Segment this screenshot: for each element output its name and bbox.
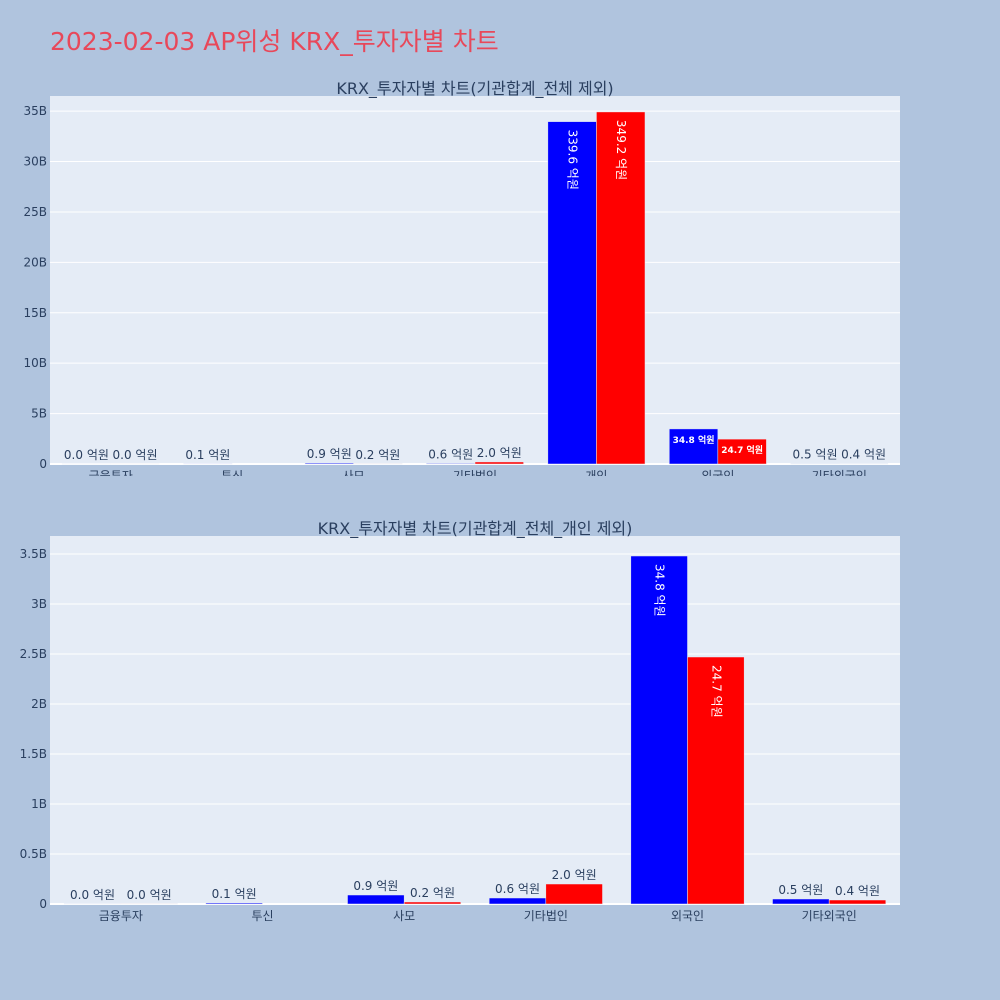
bar: [828, 899, 887, 905]
y-tick-label: 5B: [31, 407, 47, 421]
bar-value-label: 24.7 억원: [721, 444, 763, 456]
bar-value-label: 0.4 억원: [841, 448, 886, 462]
bar-value-label: 0.0 억원: [64, 448, 109, 462]
y-tick-label: 0.5B: [20, 847, 47, 861]
bar: [304, 462, 354, 465]
bar-value-label: 0.9 억원: [307, 447, 352, 461]
x-tick-label: 투신: [251, 909, 273, 923]
bar: [596, 111, 646, 465]
bar: [772, 898, 830, 905]
y-tick-label: 10B: [23, 356, 47, 370]
x-tick-label: 개인: [585, 469, 607, 476]
x-tick-label: 기타외국인: [812, 469, 867, 476]
bar: [669, 428, 719, 465]
y-tick-label: 1.5B: [20, 747, 47, 761]
x-tick-label: 외국인: [671, 909, 704, 923]
bar-value-label: 0.0 억원: [113, 448, 158, 462]
bar: [474, 461, 524, 465]
x-tick-label: 금융투자: [89, 469, 133, 476]
x-tick-label: 금융투자: [99, 909, 143, 923]
bar: [790, 463, 840, 465]
bar-value-label: 0.0 억원: [70, 888, 115, 902]
page-title: 2023-02-03 AP위성 KRX_투자자별 차트: [50, 27, 499, 56]
chart-investor-all: KRX_투자자별 차트(기관합계_전체 제외) 0 5B 10B 15B 20B 25B 30…: [23, 79, 900, 476]
bar-value-label: 339.6 억원: [566, 130, 580, 190]
bar: [717, 438, 767, 465]
x-tick-label: 기타법인: [524, 909, 568, 923]
bar: [205, 902, 263, 905]
bar-value-label: 34.8 억원: [653, 564, 667, 617]
bar-value-label: 0.9 억원: [353, 879, 398, 893]
y-tick-label: 20B: [23, 255, 47, 269]
bar-value-label: 0.5 억원: [778, 883, 823, 897]
bar: [687, 656, 745, 905]
x-tick-label: 기타법인: [453, 469, 497, 476]
bar: [403, 901, 462, 905]
x-tick-label: 투신: [221, 469, 243, 476]
y-tick-label: 0: [39, 457, 47, 471]
plot-area: [50, 536, 900, 904]
y-tick-label: 30B: [23, 155, 47, 169]
y-tick-label: 0: [39, 897, 47, 911]
x-tick-label: 기타외국인: [802, 909, 857, 923]
plot-area: [50, 96, 900, 464]
bar-value-label: 0.2 억원: [410, 886, 455, 900]
bar-value-label: 0.0 억원: [127, 888, 172, 902]
bar-value-label: 2.0 억원: [552, 868, 597, 882]
bar: [547, 121, 597, 465]
bar: [347, 894, 405, 905]
bar-value-label: 0.1 억원: [185, 448, 230, 462]
x-tick-label: 사모: [393, 909, 415, 923]
bar: [545, 883, 603, 905]
y-tick-label: 3.5B: [20, 547, 47, 561]
y-tick-label: 1B: [31, 797, 47, 811]
bar-value-label: 2.0 억원: [477, 446, 522, 460]
x-tick-label: 사모: [343, 469, 365, 476]
bar-value-label: 0.6 억원: [495, 882, 540, 896]
chart-title: KRX_투자자별 차트(기관합계_전체_개인 제외): [318, 519, 633, 539]
bar-value-label: 0.2 억원: [355, 448, 400, 462]
bar-value-label: 0.6 억원: [428, 447, 473, 461]
bar: [426, 463, 476, 465]
bar: [630, 555, 688, 905]
bar-value-label: 0.4 억원: [835, 884, 880, 898]
bar-value-label: 34.8 억원: [673, 434, 715, 446]
bar-value-label: 0.5 억원: [793, 447, 838, 461]
y-tick-label: 2.5B: [20, 647, 47, 661]
bar: [488, 897, 547, 905]
chart-investor-excl-individual: KRX_투자자별 차트(기관합계_전체_개인 제외) 0 0.5B 1B 1.5B 2B 2…: [20, 519, 900, 923]
bar-value-label: 24.7 억원: [709, 665, 723, 718]
bar-value-label: 0.1 억원: [212, 887, 257, 901]
y-tick-label: 15B: [23, 306, 47, 320]
bar-value-label: 349.2 억원: [614, 120, 628, 180]
x-tick-label: 외국인: [701, 469, 734, 476]
y-tick-label: 35B: [23, 104, 47, 118]
chart-title: KRX_투자자별 차트(기관합계_전체 제외): [336, 79, 613, 99]
y-tick-label: 3B: [31, 597, 47, 611]
y-tick-label: 2B: [31, 697, 47, 711]
y-tick-label: 25B: [23, 205, 47, 219]
